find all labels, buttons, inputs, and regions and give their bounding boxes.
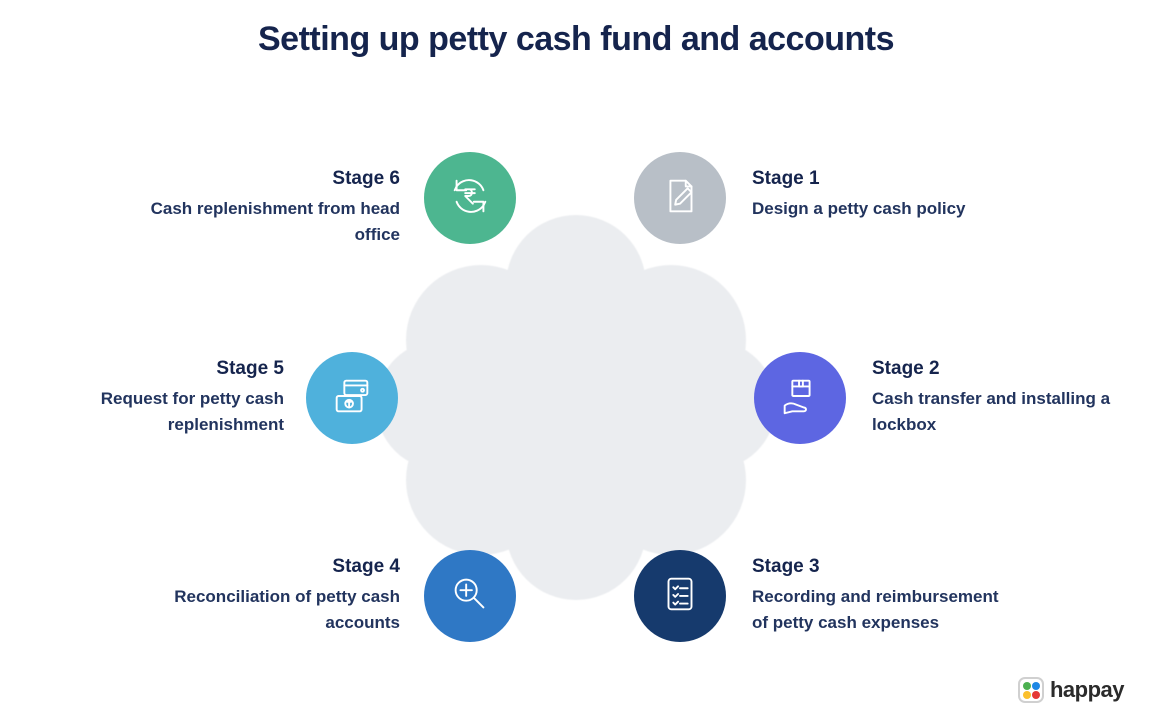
stage-4-desc: Reconciliation of petty cash accounts xyxy=(140,584,400,635)
stage-3-circle xyxy=(634,550,726,642)
stage-1-desc: Design a petty cash policy xyxy=(752,196,1012,222)
stage-2-circle xyxy=(754,352,846,444)
stage-5-title: Stage 5 xyxy=(24,358,284,380)
checklist-icon xyxy=(657,571,703,622)
stage-2-title: Stage 2 xyxy=(872,358,1132,380)
logo-text: happay xyxy=(1050,677,1124,703)
stage-4-text: Stage 4 Reconciliation of petty cash acc… xyxy=(140,556,400,635)
stage-6-text: Stage 6 Cash replenishment from head off… xyxy=(140,168,400,247)
stage-2-desc: Cash transfer and installing a lockbox xyxy=(872,386,1132,437)
stage-3-title: Stage 3 xyxy=(752,556,1012,578)
stage-3-text: Stage 3 Recording and reimbursement of p… xyxy=(752,556,1012,635)
cash-card-icon xyxy=(329,373,375,424)
rupee-cycle-icon xyxy=(447,173,493,224)
magnifier-icon xyxy=(447,571,493,622)
stage-5-desc: Request for petty cash replenishment xyxy=(24,386,284,437)
logo-mark-icon xyxy=(1018,677,1044,703)
infographic-canvas: Setting up petty cash fund and accounts … xyxy=(0,0,1152,725)
stage-1-text: Stage 1 Design a petty cash policy xyxy=(752,168,1012,222)
stage-6-circle xyxy=(424,152,516,244)
stage-6-desc: Cash replenishment from head office xyxy=(140,196,400,247)
happay-logo: happay xyxy=(1018,677,1124,703)
page-title: Setting up petty cash fund and accounts xyxy=(0,18,1152,61)
pencil-doc-icon xyxy=(657,173,703,224)
stage-3-desc: Recording and reimbursement of petty cas… xyxy=(752,584,1012,635)
stage-6-title: Stage 6 xyxy=(140,168,400,190)
stage-1-circle xyxy=(634,152,726,244)
stage-5-text: Stage 5 Request for petty cash replenish… xyxy=(24,358,284,437)
stage-1-title: Stage 1 xyxy=(752,168,1012,190)
stage-4-title: Stage 4 xyxy=(140,556,400,578)
cloud-background xyxy=(386,215,766,595)
stage-5-circle xyxy=(306,352,398,444)
stage-4-circle xyxy=(424,550,516,642)
hand-box-icon xyxy=(777,373,823,424)
stage-2-text: Stage 2 Cash transfer and installing a l… xyxy=(872,358,1132,437)
